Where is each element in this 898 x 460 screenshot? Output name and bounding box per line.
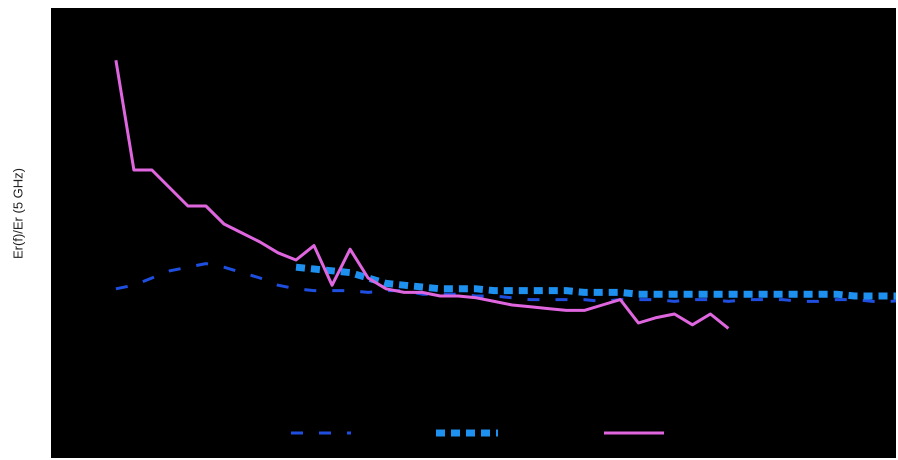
y-axis-label-box: Er(f)/Er (5 GHz) bbox=[10, 168, 26, 259]
series-layer bbox=[114, 59, 896, 330]
y-axis-label: Er(f)/Er (5 GHz) bbox=[10, 168, 26, 259]
plot-area bbox=[51, 8, 896, 458]
series-line-3 bbox=[114, 59, 730, 330]
series-line-1 bbox=[115, 262, 896, 303]
plot-background bbox=[51, 8, 896, 458]
series-line-2 bbox=[295, 263, 896, 300]
line-chart bbox=[51, 8, 896, 458]
